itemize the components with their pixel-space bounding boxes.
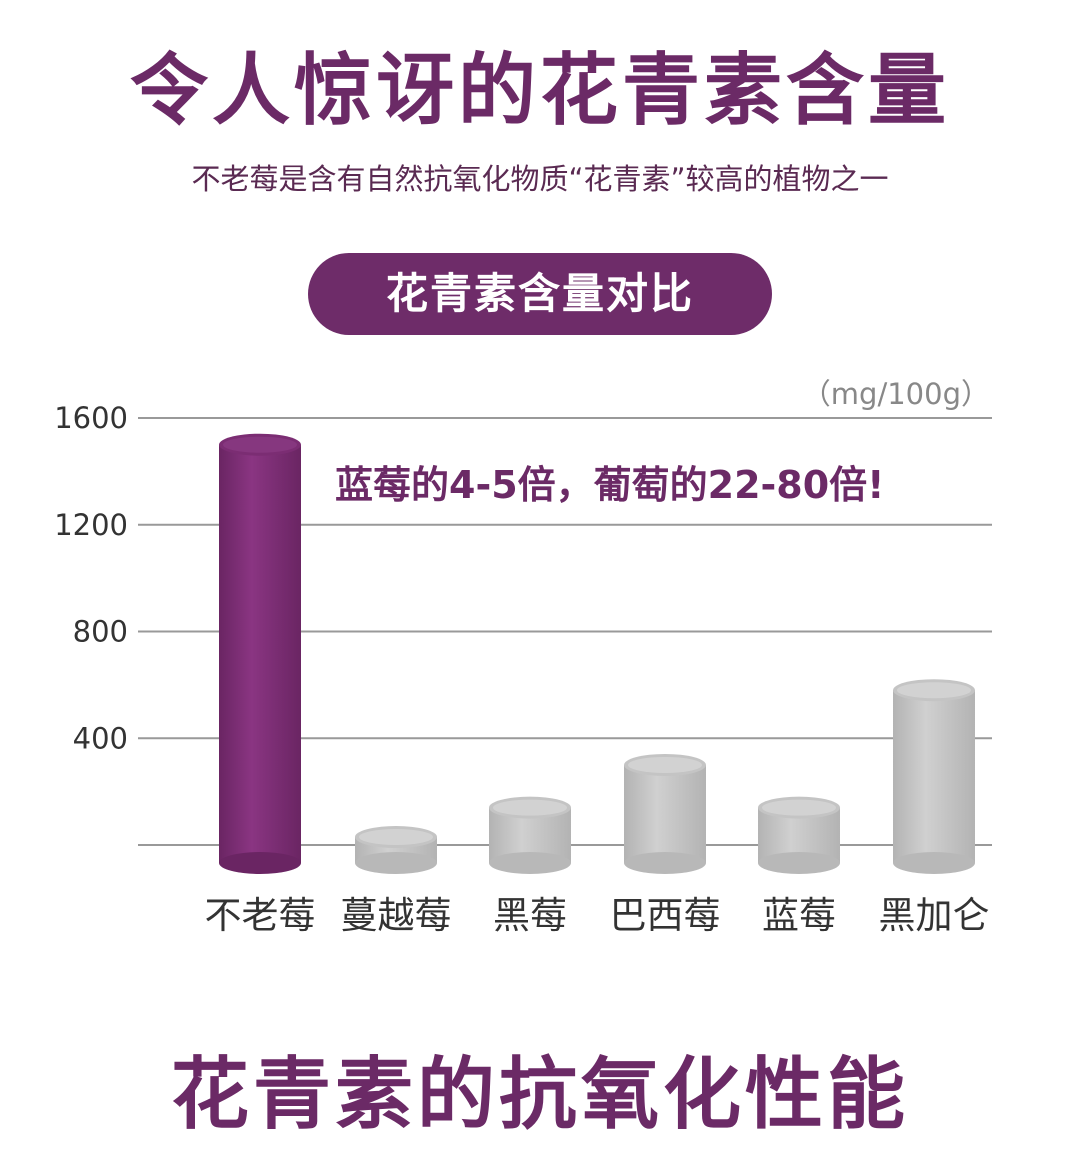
x-category-label: 蔓越莓: [341, 894, 452, 937]
x-category-label: 不老莓: [205, 894, 316, 937]
section-title: 花青素的抗氧化性能: [170, 1050, 909, 1140]
bar-不老莓: [219, 433, 301, 874]
bar-巴西莓: [624, 753, 706, 874]
annotation-text: 蓝莓的4-5倍，葡萄的22-80倍!: [335, 463, 885, 507]
x-axis-labels: 不老莓 蔓越莓 黑莓 巴西莓 蓝莓 黑加仑: [205, 894, 990, 937]
bar-蓝莓: [758, 796, 840, 874]
unit-label: （mg/100g）: [802, 377, 990, 411]
y-tick-label: 1200: [54, 508, 128, 542]
x-category-label: 黑莓: [493, 894, 567, 937]
chart-title-pill: 花青素含量对比: [308, 253, 772, 335]
x-category-label: 巴西莓: [610, 894, 721, 937]
x-category-label: 黑加仑: [879, 894, 990, 937]
bar-蔓越莓: [355, 825, 437, 874]
y-tick-label: 800: [73, 615, 128, 649]
page-title: 令人惊讶的花青素含量: [129, 46, 950, 136]
anthocyanin-bar-chart: 400 800 1200 1600 （mg/100g） 蓝莓的4-5倍，葡萄的22-8…: [54, 377, 992, 937]
bar-黑莓: [489, 796, 571, 874]
y-tick-label: 1600: [54, 401, 128, 435]
x-category-label: 蓝莓: [762, 894, 836, 937]
page-subtitle: 不老莓是含有自然抗氧化物质“花青素”较高的植物之一: [191, 162, 889, 196]
bars: [219, 433, 975, 874]
y-tick-label: 400: [73, 721, 128, 755]
y-axis-ticks: 400 800 1200 1600: [54, 401, 128, 755]
bar-黑加仑: [893, 679, 975, 874]
